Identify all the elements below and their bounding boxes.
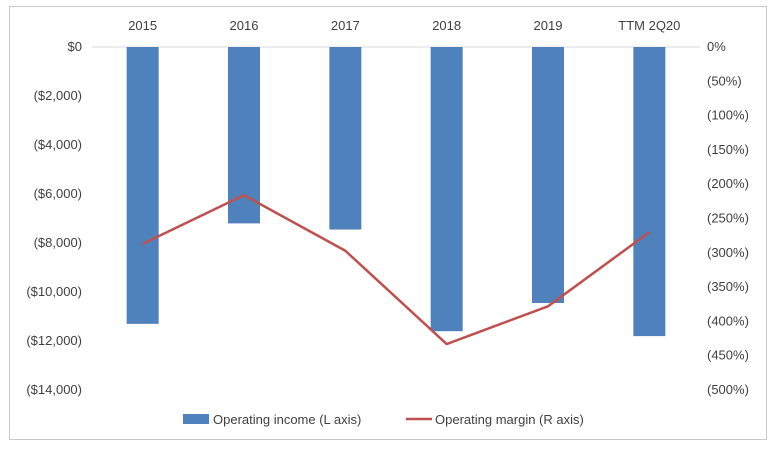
left-axis-tick-label: ($6,000) [34, 186, 82, 201]
legend-label-operating-income: Operating income (L axis) [213, 412, 361, 427]
right-axis-tick-label: (350%) [707, 279, 749, 294]
right-axis-tick-label: 0% [707, 39, 726, 54]
operating-income-bar [126, 47, 159, 324]
operating-income-bar [430, 47, 463, 332]
right-axis-tick-label: (150%) [707, 142, 749, 157]
left-axis-tick-label: ($2,000) [34, 88, 82, 103]
right-axis-tick-label: (450%) [707, 348, 749, 363]
operating-income-bar [329, 47, 362, 230]
legend-swatch-operating-income [183, 414, 209, 424]
right-axis-tick-label: (200%) [707, 176, 749, 191]
operating-margin-line [142, 193, 651, 346]
category-label: 2015 [128, 18, 157, 33]
right-axis-tick-label: (400%) [707, 313, 749, 328]
category-label: TTM 2Q20 [618, 18, 680, 33]
operating-income-bar [228, 47, 260, 224]
left-axis-tick-label: ($12,000) [26, 333, 82, 348]
left-axis-tick-label: ($8,000) [34, 235, 82, 250]
left-axis-tick-label: ($4,000) [34, 137, 82, 152]
category-label: 2017 [331, 18, 360, 33]
legend-label-operating-margin: Operating margin (R axis) [435, 412, 584, 427]
right-axis-tick-label: (300%) [707, 245, 749, 260]
right-axis-tick-label: (500%) [707, 382, 749, 397]
operating-income-bar [633, 47, 666, 337]
category-label: 2018 [432, 18, 461, 33]
category-label: 2019 [534, 18, 563, 33]
left-axis-tick-label: ($10,000) [26, 284, 82, 299]
left-axis-tick-label: $0 [68, 39, 82, 54]
left-axis-tick-label: ($14,000) [26, 382, 82, 397]
right-axis-tick-label: (50%) [707, 73, 742, 88]
right-axis-tick-label: (250%) [707, 211, 749, 226]
operating-income-bar [532, 47, 564, 304]
category-label: 2016 [230, 18, 259, 33]
right-axis-tick-label: (100%) [707, 108, 749, 123]
